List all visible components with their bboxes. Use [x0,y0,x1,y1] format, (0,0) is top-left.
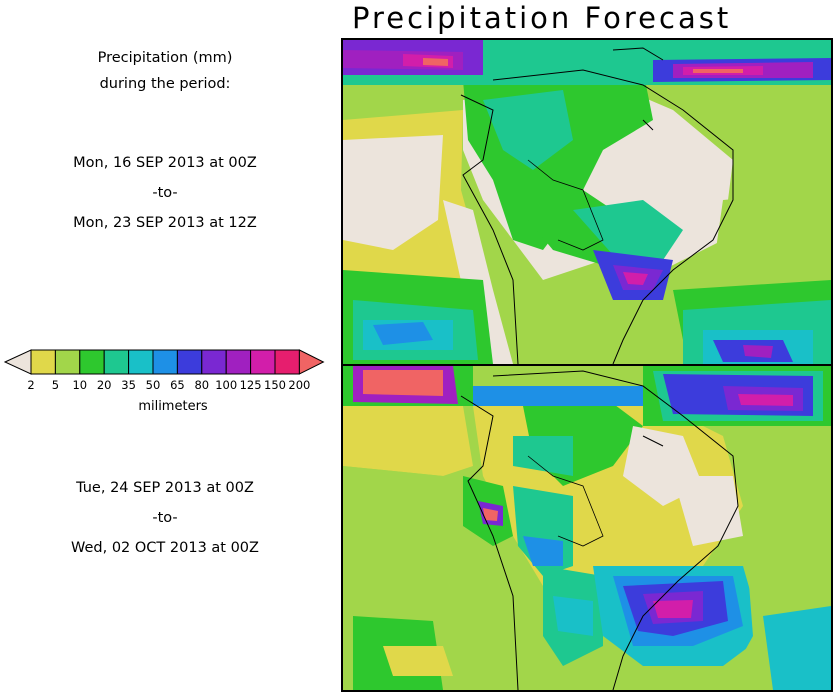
colorbar-tick-label: 20 [96,378,112,392]
colorbar-box [128,349,154,375]
colorbar-box [250,349,276,375]
colorbar-tick-label: 125 [239,378,262,392]
period1-separator: -to- [152,185,178,201]
colorbar-box [103,349,130,375]
colorbar-under-arrow [3,349,32,375]
colorbar-box [54,349,81,375]
colorbar-tick-label: 100 [215,378,238,392]
period1-start: Mon, 16 SEP 2013 at 00Z [73,155,257,171]
header-line-1: Precipitation (mm) [97,50,233,66]
colorbar [3,349,325,375]
forecast-map-period1 [341,38,833,366]
colorbar-box [225,349,252,375]
chart-title: Precipitation Forecast [352,1,732,35]
colorbar-box [201,349,227,375]
colorbar-tick-label: 2 [27,378,35,392]
colorbar-tick-label: 65 [170,378,185,392]
period1-end: Mon, 23 SEP 2013 at 12Z [73,215,257,231]
period2-start: Tue, 24 SEP 2013 at 00Z [76,480,254,496]
colorbar-unit: milimeters [138,399,208,414]
period2-end: Wed, 02 OCT 2013 at 00Z [71,540,259,556]
colorbar-over-arrow [298,349,325,375]
colorbar-tick-label: 150 [264,378,286,392]
colorbar-box [274,349,300,375]
map-period2-svg [343,366,831,690]
colorbar-box [30,349,56,375]
header-line-2: during the period: [99,76,231,92]
colorbar-box [152,349,178,375]
colorbar-tick-label: 5 [51,378,60,392]
map-period1-svg [343,40,831,364]
colorbar-box [79,349,105,375]
colorbar-tick-label: 50 [145,378,161,392]
colorbar-tick-label: 80 [194,378,210,392]
colorbar-box [176,349,203,375]
colorbar-tick-label: 10 [72,378,88,392]
period2-separator: -to- [152,510,178,526]
colorbar-tick-label: 200 [288,378,311,392]
forecast-map-period2 [341,364,833,692]
colorbar-tick-label: 35 [121,378,136,392]
